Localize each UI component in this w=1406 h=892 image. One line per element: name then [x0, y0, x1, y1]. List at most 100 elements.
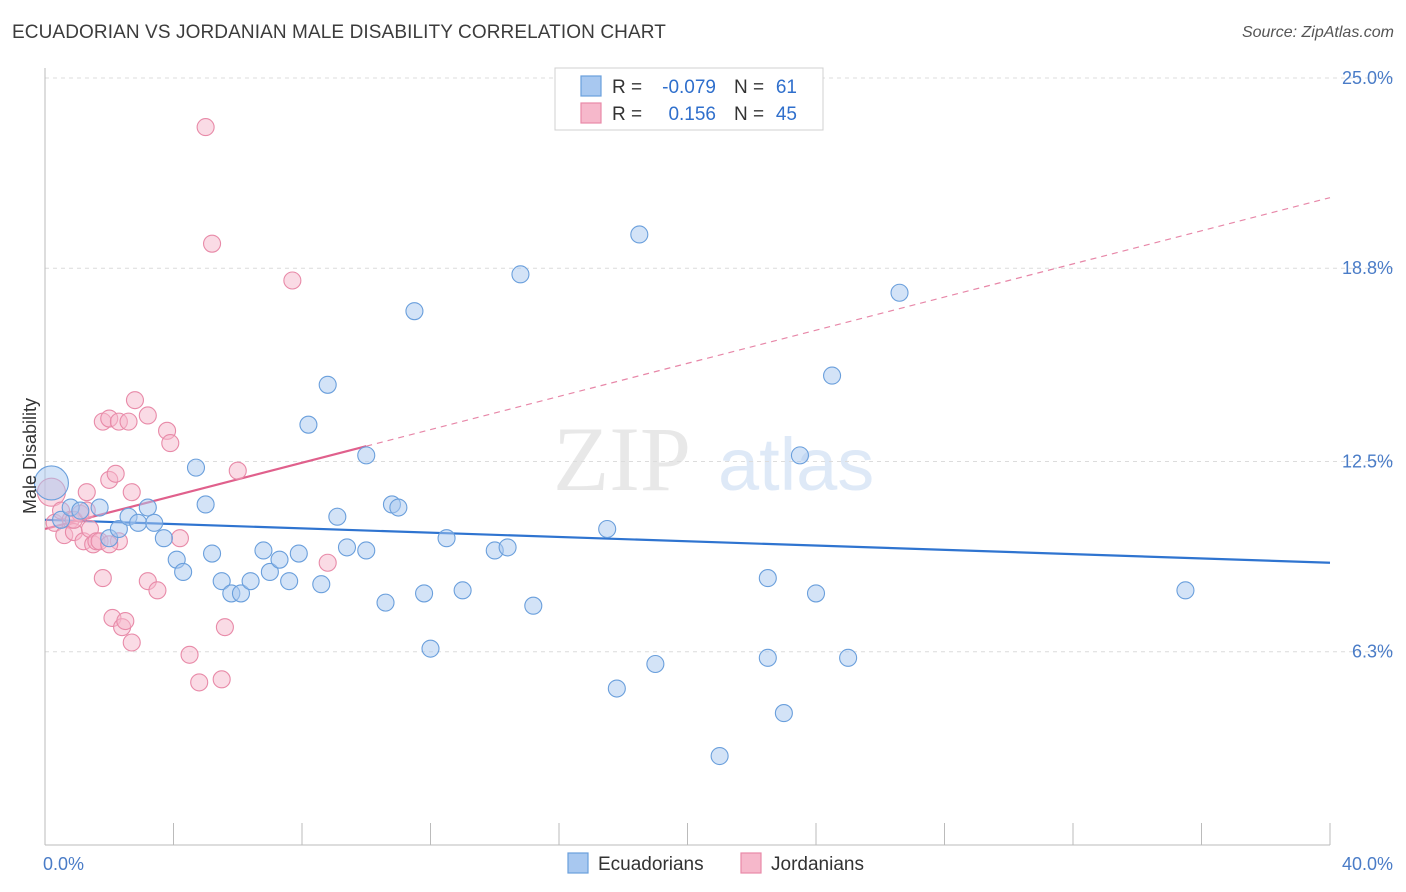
- point-ecuadorians-13: [174, 562, 193, 581]
- point-jordanians-35: [196, 118, 215, 137]
- point-ecuadorians-55: [823, 366, 842, 385]
- point-ecuadorians-26: [299, 415, 318, 434]
- point-ecuadorians-37: [415, 584, 434, 603]
- watermark: ZIP atlas: [553, 408, 874, 510]
- point-ecuadorians-10: [145, 513, 164, 532]
- point-jordanians-8: [77, 483, 96, 502]
- point-jordanians-26: [125, 391, 144, 410]
- point-ecuadorians-17: [212, 572, 231, 591]
- watermark-atlas: atlas: [718, 423, 874, 506]
- point-ecuadorians-31: [357, 541, 376, 560]
- point-ecuadorians-14: [186, 458, 206, 477]
- legend-r-value-0: -0.079: [662, 77, 716, 98]
- point-ecuadorians-15: [196, 495, 215, 514]
- trend-line-ecuadorians: [44, 518, 1331, 564]
- y-tick-label-2: 18.8%: [1342, 258, 1393, 278]
- point-ecuadorians-25: [289, 544, 308, 563]
- point-jordanians-36: [203, 234, 222, 253]
- y-tick-label-0: 6.3%: [1352, 642, 1393, 662]
- point-ecuadorians-28: [318, 375, 337, 394]
- point-jordanians-39: [228, 461, 247, 480]
- point-ecuadorians-43: [511, 265, 530, 284]
- point-ecuadorians-16: [203, 544, 222, 563]
- y-axis-label: Male Disability: [20, 398, 40, 514]
- point-ecuadorians-32: [357, 446, 376, 465]
- legend-r-value-1: 0.156: [668, 104, 716, 125]
- series-legend-swatch-ecuadorians: [567, 852, 589, 874]
- point-ecuadorians-58: [1176, 581, 1195, 600]
- y-tick-label-3: 25.0%: [1342, 68, 1393, 88]
- point-jordanians-40: [283, 271, 302, 290]
- point-jordanians-29: [148, 581, 167, 600]
- series-legend-label-jordanians: Jordanians: [771, 854, 864, 875]
- point-ecuadorians-27: [312, 575, 331, 594]
- point-ecuadorians-30: [337, 538, 357, 557]
- point-jordanians-33: [180, 645, 199, 664]
- chart-source: Source: ZipAtlas.com: [1241, 24, 1394, 41]
- point-ecuadorians-21: [254, 541, 273, 560]
- trend-line-jordanians-extended: [366, 197, 1331, 447]
- point-jordanians-25: [122, 483, 141, 502]
- point-ecuadorians-29: [328, 507, 347, 526]
- points-layer: [33, 118, 1195, 766]
- point-ecuadorians-49: [710, 746, 729, 766]
- legend-swatch-ecuadorians: [580, 75, 602, 97]
- point-ecuadorians-9: [138, 498, 157, 517]
- legend-r-label-1: R =: [612, 104, 642, 125]
- point-ecuadorians-42: [498, 538, 517, 557]
- point-ecuadorians-20: [241, 572, 260, 591]
- point-ecuadorians-45: [598, 519, 617, 539]
- point-ecuadorians-40: [453, 581, 472, 600]
- legend-n-label-0: N =: [734, 77, 764, 98]
- point-ecuadorians-36: [405, 302, 424, 321]
- point-ecuadorians-8: [129, 513, 148, 532]
- point-ecuadorians-44: [524, 596, 543, 615]
- x-tick-label-1: 40.0%: [1342, 854, 1393, 874]
- point-ecuadorians-53: [790, 446, 809, 465]
- series-legend-swatch-jordanians: [740, 852, 762, 874]
- y-axis-title: Male Disability: [20, 398, 40, 514]
- point-ecuadorians-0: [33, 465, 69, 501]
- point-ecuadorians-6: [109, 519, 128, 539]
- point-ecuadorians-23: [270, 550, 289, 569]
- point-jordanians-23: [119, 412, 138, 431]
- point-jordanians-31: [161, 434, 180, 453]
- point-ecuadorians-33: [376, 593, 395, 612]
- point-ecuadorians-38: [421, 639, 440, 658]
- point-ecuadorians-52: [774, 704, 793, 723]
- legend-n-value-0: 61: [776, 77, 797, 98]
- point-ecuadorians-54: [806, 584, 826, 603]
- chart-title: ECUADORIAN VS JORDANIAN MALE DISABILITY …: [12, 22, 666, 43]
- point-jordanians-24: [122, 633, 141, 652]
- point-ecuadorians-11: [154, 529, 173, 548]
- series-legend: Ecuadorians Jordanians: [567, 852, 864, 875]
- legend-n-label-1: N =: [734, 104, 764, 125]
- point-ecuadorians-56: [839, 648, 858, 667]
- x-tick-label-0: 0.0%: [43, 854, 84, 874]
- point-ecuadorians-22: [260, 562, 279, 581]
- legend-swatch-jordanians: [580, 102, 602, 124]
- point-ecuadorians-4: [90, 498, 109, 517]
- point-jordanians-37: [212, 670, 231, 689]
- point-jordanians-34: [190, 673, 209, 692]
- point-ecuadorians-57: [890, 283, 909, 302]
- point-jordanians-41: [318, 553, 337, 572]
- point-ecuadorians-19: [231, 584, 251, 603]
- axis-layer: 6.3% 12.5% 18.8% 25.0% 0.0% 40.0%: [43, 68, 1393, 874]
- point-ecuadorians-35: [389, 498, 408, 517]
- point-jordanians-13: [93, 569, 112, 588]
- point-jordanians-18: [106, 464, 125, 483]
- grid-layer: [45, 77, 1395, 653]
- series-legend-label-ecuadorians: Ecuadorians: [598, 854, 704, 875]
- point-ecuadorians-24: [280, 572, 299, 591]
- watermark-zip: ZIP: [553, 408, 691, 510]
- y-tick-label-1: 12.5%: [1342, 452, 1393, 472]
- point-ecuadorians-39: [437, 529, 456, 548]
- legend-n-value-1: 45: [776, 104, 797, 125]
- point-jordanians-28: [138, 406, 157, 425]
- point-ecuadorians-50: [758, 569, 777, 588]
- point-jordanians-32: [170, 529, 189, 548]
- point-ecuadorians-51: [758, 648, 777, 667]
- point-ecuadorians-47: [630, 225, 649, 244]
